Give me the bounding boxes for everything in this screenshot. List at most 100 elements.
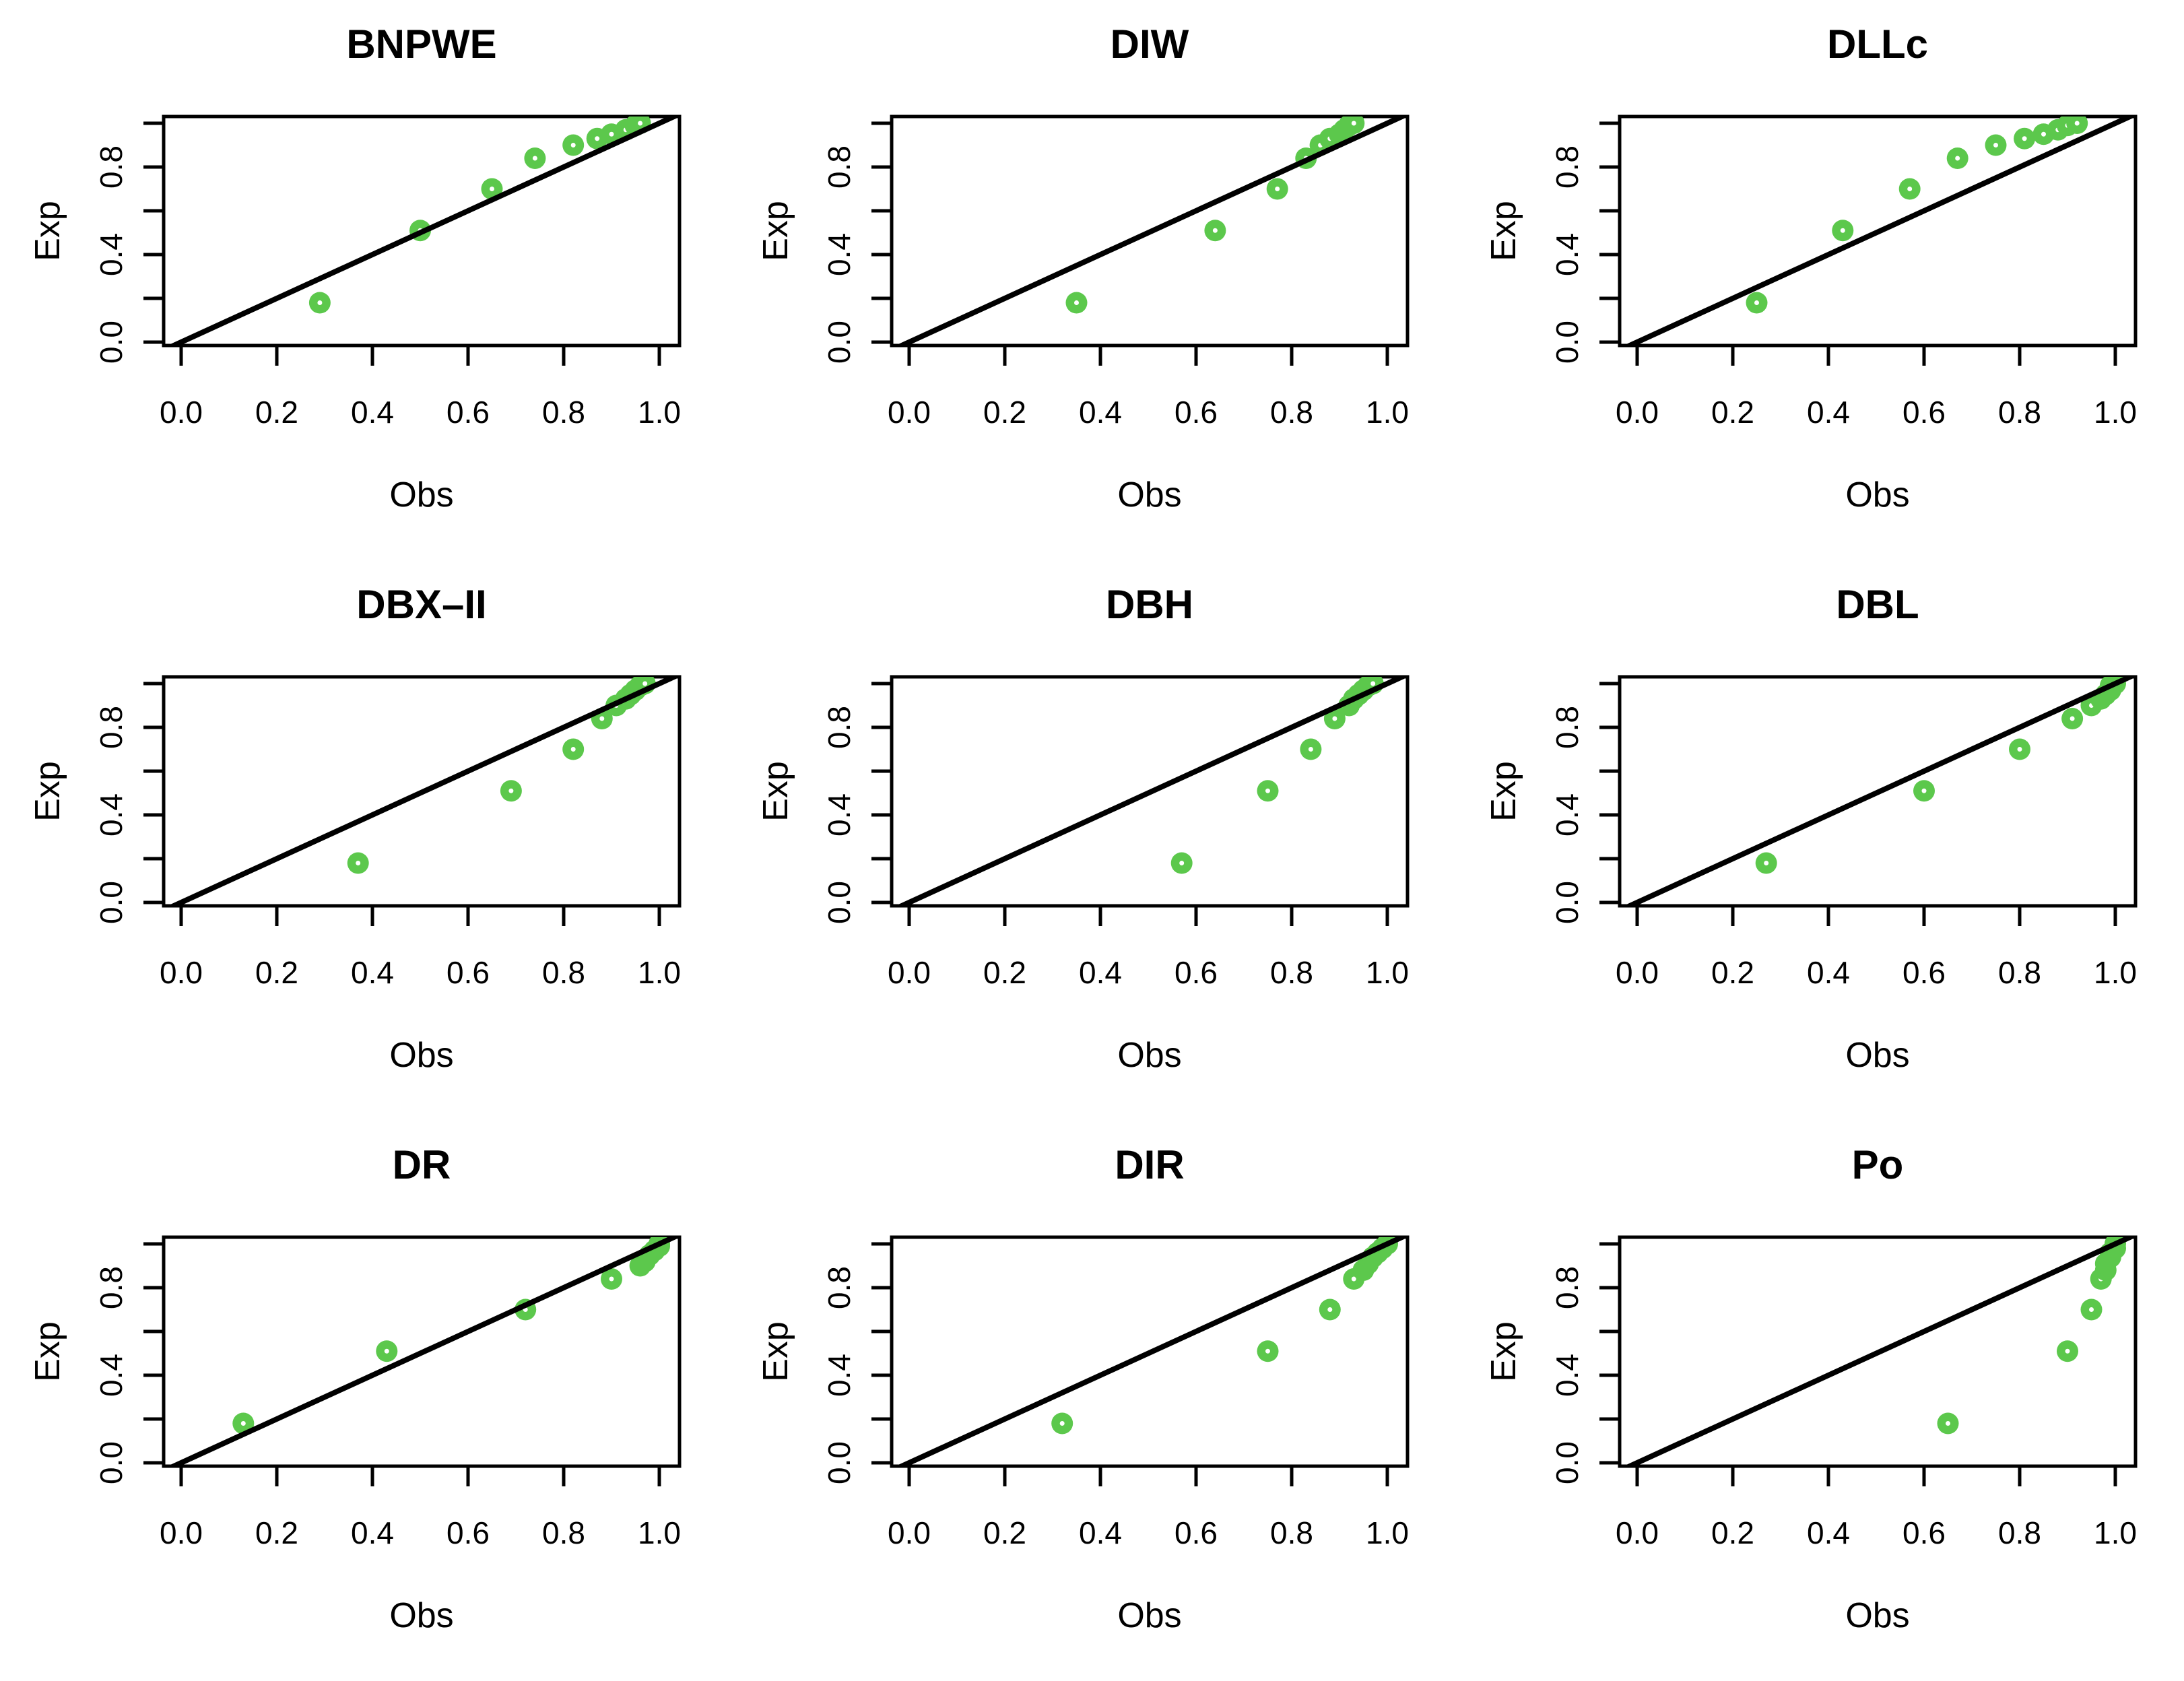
y-axis-label: Exp	[28, 1321, 67, 1382]
panel-DBL: DBL 0.0 0.2 0.4 0.6 0.8 1.0 0.0 0.4 0.8 Obs Exp	[1456, 560, 2184, 1121]
plot-area	[895, 677, 1408, 906]
data-point-center-dot	[2017, 747, 2022, 752]
x-tick-label: 0.4	[351, 1515, 394, 1550]
x-axis-label: Obs	[1845, 475, 1909, 515]
scatter-plot-svg: DIR 0.0 0.2 0.4 0.6 0.8 1.0 0.0 0.4 0.8 Obs Exp	[756, 1142, 1410, 1635]
x-tick-label: 0.8	[1270, 955, 1313, 990]
data-point-center-dot	[599, 716, 605, 721]
data-point-center-dot	[1754, 300, 1759, 305]
x-tick-label: 0.6	[1902, 1515, 1946, 1550]
y-tick-label: 0.0	[94, 1441, 129, 1484]
y-axis-label: Exp	[756, 1321, 795, 1382]
identity-line	[1623, 677, 2136, 906]
panel-DIW: DIW 0.0 0.2 0.4 0.6 0.8 1.0 0.0 0.4 0.8 Obs Exp	[728, 0, 1456, 560]
data-point-center-dot	[1907, 187, 1913, 191]
x-tick-label: 1.0	[638, 1515, 681, 1550]
plot-area	[167, 117, 680, 345]
data-point-center-dot	[1265, 1348, 1270, 1354]
plot-box	[162, 675, 682, 908]
data-point-center-dot	[1993, 143, 1998, 147]
x-tick-label: 0.2	[983, 1515, 1026, 1550]
plot-box	[162, 114, 682, 348]
x-tick-label: 0.8	[542, 1515, 585, 1550]
x-tick-label: 0.2	[255, 395, 298, 430]
panel-title: DIW	[1111, 22, 1189, 67]
plot-box	[890, 675, 1410, 908]
y-tick-label: 0.8	[822, 145, 857, 189]
x-axis-label: Obs	[389, 475, 453, 515]
y-tick-label: 0.8	[94, 1266, 129, 1309]
y-tick-label: 0.4	[94, 793, 129, 836]
data-point-center-dot	[2041, 131, 2046, 137]
y-axis-label: Exp	[28, 761, 67, 822]
x-axis-label: Obs	[1845, 1596, 1909, 1635]
x-tick-label: 0.4	[1079, 395, 1122, 430]
panel-title: DBH	[1106, 582, 1193, 627]
data-point-center-dot	[532, 156, 537, 161]
x-tick-label: 0.2	[1711, 395, 1754, 430]
x-tick-label: 1.0	[1366, 395, 1409, 430]
y-axis-label: Exp	[1484, 1321, 1523, 1382]
x-tick-label: 0.2	[255, 955, 298, 990]
panel-DLLc: DLLc 0.0 0.2 0.4 0.6 0.8 1.0 0.0 0.4 0.8 Obs Exp	[1456, 0, 2184, 560]
data-point-center-dot	[2074, 121, 2080, 126]
y-tick-label: 0.4	[94, 1354, 129, 1397]
x-tick-label: 0.6	[446, 1515, 490, 1550]
y-tick-label: 0.4	[1550, 793, 1585, 836]
x-tick-label: 1.0	[2094, 1515, 2137, 1550]
y-tick-label: 0.0	[1550, 881, 1585, 924]
identity-line	[167, 1237, 680, 1466]
x-axis-label: Obs	[1845, 1036, 1909, 1075]
panel-title: DLLc	[1827, 22, 1928, 67]
scatter-plot-svg: DLLc 0.0 0.2 0.4 0.6 0.8 1.0 0.0 0.4 0.8 Obs Exp	[1484, 22, 2138, 515]
x-tick-label: 0.6	[1902, 955, 1946, 990]
identity-line	[895, 117, 1408, 345]
plot-box	[890, 1235, 1410, 1468]
y-tick-label: 0.0	[822, 1441, 857, 1484]
scatter-plot-svg: DIW 0.0 0.2 0.4 0.6 0.8 1.0 0.0 0.4 0.8 Obs Exp	[756, 22, 1410, 515]
x-axis-label: Obs	[1117, 1596, 1181, 1635]
data-point-center-dot	[1764, 861, 1769, 865]
data-point-center-dot	[2089, 1307, 2094, 1312]
panel-BNPWE: BNPWE 0.0 0.2 0.4 0.6 0.8 1.0 0.0 0.4 0.8 Obs Exp	[0, 0, 728, 560]
data-point-center-dot	[609, 131, 614, 137]
x-tick-label: 1.0	[2094, 955, 2137, 990]
identity-line	[895, 1237, 1408, 1466]
scatter-plot-svg: DBH 0.0 0.2 0.4 0.6 0.8 1.0 0.0 0.4 0.8 Obs Exp	[756, 582, 1410, 1075]
plot-area	[167, 677, 680, 906]
data-point-center-dot	[638, 121, 643, 126]
data-point-center-dot	[356, 861, 361, 865]
x-tick-label: 0.4	[1079, 955, 1122, 990]
data-point-center-dot	[1946, 1421, 1950, 1426]
x-tick-label: 0.0	[160, 395, 203, 430]
x-tick-label: 0.8	[1998, 955, 2041, 990]
data-point-center-dot	[508, 788, 514, 793]
x-tick-label: 0.6	[1174, 1515, 1218, 1550]
plot-area	[895, 1237, 1408, 1466]
x-tick-label: 1.0	[2094, 395, 2137, 430]
y-tick-label: 0.0	[94, 881, 129, 924]
y-axis-label: Exp	[756, 201, 795, 261]
panel-title: DR	[393, 1142, 451, 1187]
y-tick-label: 0.0	[1550, 1441, 1585, 1484]
x-axis-label: Obs	[1117, 1036, 1181, 1075]
x-tick-label: 0.2	[1711, 955, 1754, 990]
y-tick-label: 0.8	[94, 145, 129, 189]
x-tick-label: 0.4	[351, 395, 394, 430]
x-tick-label: 0.0	[1616, 395, 1659, 430]
x-tick-label: 0.8	[542, 955, 585, 990]
panel-title: DBL	[1836, 582, 1919, 627]
x-tick-label: 0.8	[1270, 395, 1313, 430]
data-point-center-dot	[1308, 747, 1313, 752]
y-tick-label: 0.0	[822, 881, 857, 924]
x-tick-label: 0.4	[351, 955, 394, 990]
y-tick-label: 0.8	[822, 1266, 857, 1309]
panel-DBX–II: DBX–II 0.0 0.2 0.4 0.6 0.8 1.0 0.0 0.4 0.8 Obs Exp	[0, 560, 728, 1121]
identity-line	[1623, 1237, 2136, 1466]
panel-title: DBX–II	[356, 582, 486, 627]
y-axis-label: Exp	[756, 761, 795, 822]
data-point-center-dot	[384, 1348, 389, 1354]
data-point-center-dot	[1351, 121, 1356, 126]
